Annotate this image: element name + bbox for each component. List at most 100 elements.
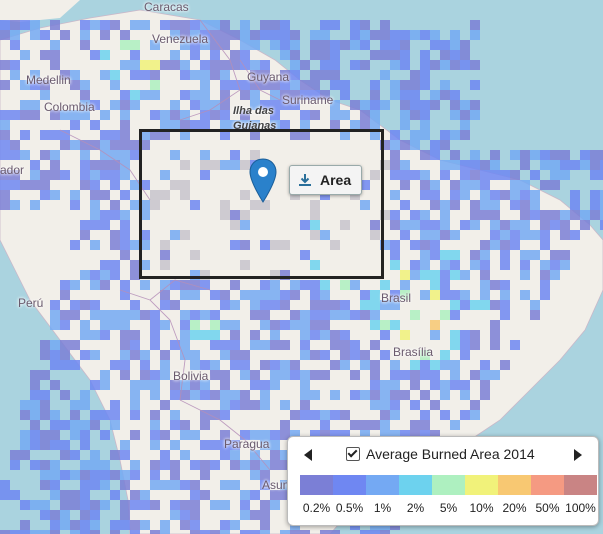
burn-cell (500, 290, 510, 300)
burn-cell (170, 150, 180, 160)
burn-cell (10, 530, 20, 534)
burn-cell (0, 200, 10, 210)
burn-cell (340, 280, 350, 290)
burn-cell (100, 270, 110, 280)
burn-cell (180, 40, 190, 50)
burn-cell (260, 310, 270, 320)
legend-swatch (366, 475, 399, 495)
map-label-ilha: Ilha das (233, 105, 274, 117)
burn-cell (390, 170, 400, 180)
burn-cell (340, 220, 350, 230)
burn-cell (110, 210, 120, 220)
burn-cell (280, 100, 290, 110)
burn-cell (190, 90, 200, 100)
area-download-button[interactable]: Area (289, 165, 363, 195)
burn-cell (70, 360, 80, 370)
burn-cell (510, 200, 520, 210)
burn-cell (200, 490, 210, 500)
burn-cell (90, 220, 100, 230)
burn-cell (60, 360, 70, 370)
burn-cell (440, 360, 450, 370)
burn-cell (170, 510, 180, 520)
burn-cell (430, 40, 440, 50)
burn-cell (220, 390, 230, 400)
burn-cell (380, 400, 390, 410)
burn-cell (320, 290, 330, 300)
burn-cell (360, 200, 370, 210)
burn-cell (410, 360, 420, 370)
burn-cell (50, 360, 60, 370)
burn-cell (480, 170, 490, 180)
burn-cell (30, 70, 40, 80)
burn-cell (430, 380, 440, 390)
legend-checkbox[interactable] (346, 447, 360, 461)
selection-rectangle[interactable] (139, 129, 384, 279)
burn-cell (290, 430, 300, 440)
burn-cell (340, 40, 350, 50)
burn-cell (310, 230, 320, 240)
burn-cell (500, 360, 510, 370)
burn-cell (520, 180, 530, 190)
burn-cell (340, 310, 350, 320)
burn-cell (230, 210, 240, 220)
burn-cell (20, 130, 30, 140)
burn-cell (370, 310, 380, 320)
burn-cell (420, 130, 430, 140)
burn-cell (200, 120, 210, 130)
burn-cell (210, 320, 220, 330)
burn-cell (150, 530, 160, 534)
burn-cell (60, 70, 70, 80)
map-label-colombia: Colombia (44, 100, 95, 114)
burn-cell (280, 460, 290, 470)
burn-cell (560, 250, 570, 260)
burn-cell (190, 350, 200, 360)
burn-cell (430, 240, 440, 250)
burn-cell (250, 200, 260, 210)
burn-cell (270, 440, 280, 450)
burn-cell (280, 120, 290, 130)
burn-cell (290, 530, 300, 534)
burn-cell (280, 360, 290, 370)
burn-cell (340, 300, 350, 310)
burn-cell (420, 270, 430, 280)
triangle-right-icon[interactable] (572, 448, 584, 462)
burn-cell (210, 360, 220, 370)
burn-cell (50, 340, 60, 350)
map-label-paraguay: Paragua (224, 437, 270, 451)
burn-cell (130, 100, 140, 110)
burn-cell (390, 30, 400, 40)
burn-cell (70, 200, 80, 210)
burn-cell (310, 30, 320, 40)
burn-cell (320, 410, 330, 420)
burn-cell (150, 40, 160, 50)
burn-cell (480, 390, 490, 400)
map-marker-pin-icon[interactable] (249, 158, 277, 204)
burn-cell (120, 40, 130, 50)
burn-cell (70, 70, 80, 80)
burn-cell (310, 410, 320, 420)
burn-cell (40, 190, 50, 200)
burn-cell (280, 530, 290, 534)
burn-cell (160, 450, 170, 460)
burn-cell (140, 490, 150, 500)
burn-cell (540, 280, 550, 290)
burn-cell (0, 180, 10, 190)
burn-cell (380, 20, 390, 30)
burn-cell (390, 210, 400, 220)
burn-cell (140, 370, 150, 380)
map-label-venezuela: Venezuela (152, 32, 209, 46)
burn-cell (190, 280, 200, 290)
burn-cell (280, 300, 290, 310)
triangle-left-icon[interactable] (302, 448, 314, 462)
burn-cell (180, 480, 190, 490)
burn-cell (140, 200, 150, 210)
burn-cell (190, 250, 200, 260)
burn-cell (20, 50, 30, 60)
burn-cell (250, 120, 260, 130)
burn-cell (190, 530, 200, 534)
burn-cell (290, 190, 300, 200)
burn-cell (390, 250, 400, 260)
burn-cell (70, 450, 80, 460)
burn-cell (50, 440, 60, 450)
